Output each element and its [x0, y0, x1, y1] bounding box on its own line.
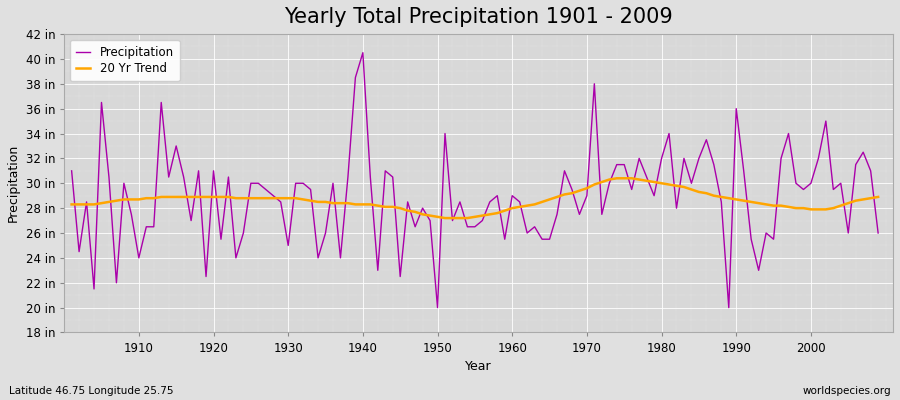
20 Yr Trend	[335, 201, 346, 206]
Legend: Precipitation, 20 Yr Trend: Precipitation, 20 Yr Trend	[70, 40, 180, 81]
Precipitation	[514, 200, 525, 204]
X-axis label: Year: Year	[465, 360, 492, 373]
20 Yr Trend	[126, 197, 137, 202]
20 Yr Trend	[67, 202, 77, 207]
20 Yr Trend	[611, 176, 622, 181]
20 Yr Trend	[873, 194, 884, 199]
20 Yr Trend	[604, 177, 615, 182]
Precipitation	[357, 50, 368, 55]
Title: Yearly Total Precipitation 1901 - 2009: Yearly Total Precipitation 1901 - 2009	[284, 7, 673, 27]
Line: Precipitation: Precipitation	[72, 53, 878, 308]
Precipitation	[67, 168, 77, 173]
Precipitation	[290, 181, 301, 186]
Precipitation	[335, 256, 346, 260]
20 Yr Trend	[439, 216, 450, 220]
Precipitation	[611, 162, 622, 167]
Y-axis label: Precipitation: Precipitation	[7, 144, 20, 222]
20 Yr Trend	[507, 206, 517, 210]
Precipitation	[522, 230, 533, 235]
20 Yr Trend	[290, 196, 301, 200]
Line: 20 Yr Trend: 20 Yr Trend	[72, 178, 878, 218]
Precipitation	[432, 305, 443, 310]
20 Yr Trend	[514, 204, 525, 209]
Text: worldspecies.org: worldspecies.org	[803, 386, 891, 396]
Precipitation	[126, 212, 137, 217]
Precipitation	[873, 230, 884, 235]
Text: Latitude 46.75 Longitude 25.75: Latitude 46.75 Longitude 25.75	[9, 386, 174, 396]
